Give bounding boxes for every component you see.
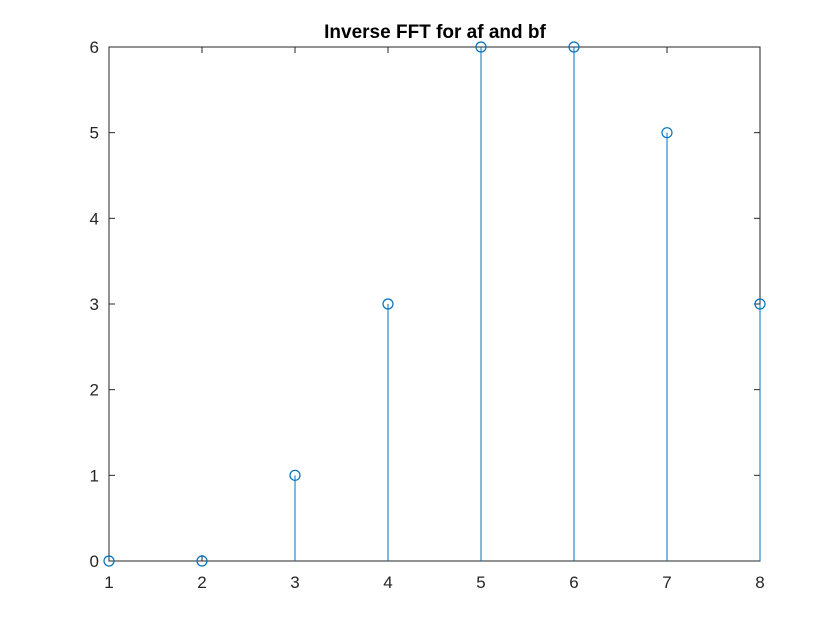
x-tick-label: 5: [476, 573, 485, 592]
stem-marker: [661, 127, 673, 139]
x-tick-label: 7: [662, 573, 671, 592]
y-tick-label: 0: [90, 552, 99, 571]
axes-box: [108, 46, 761, 562]
stem-marker: [568, 41, 580, 53]
y-tick-label: 3: [90, 295, 99, 314]
stem-marker: [475, 41, 487, 53]
x-tick-label: 3: [290, 573, 299, 592]
stem-marker: [103, 555, 115, 567]
stem-marker: [382, 298, 394, 310]
x-tick-label: 8: [755, 573, 764, 592]
stem-marker: [754, 298, 766, 310]
x-tick-label: 4: [383, 573, 392, 592]
y-tick-label: 5: [90, 124, 99, 143]
stem-marker: [196, 555, 208, 567]
y-tick-label: 4: [90, 209, 99, 228]
y-tick-label: 2: [90, 381, 99, 400]
stem-marker: [289, 469, 301, 481]
x-tick-label: 6: [569, 573, 578, 592]
y-tick-label: 6: [90, 38, 99, 57]
y-tick-label: 1: [90, 466, 99, 485]
x-tick-label: 1: [104, 573, 113, 592]
chart-title: Inverse FFT for af and bf: [324, 22, 546, 43]
x-tick-label: 2: [197, 573, 206, 592]
